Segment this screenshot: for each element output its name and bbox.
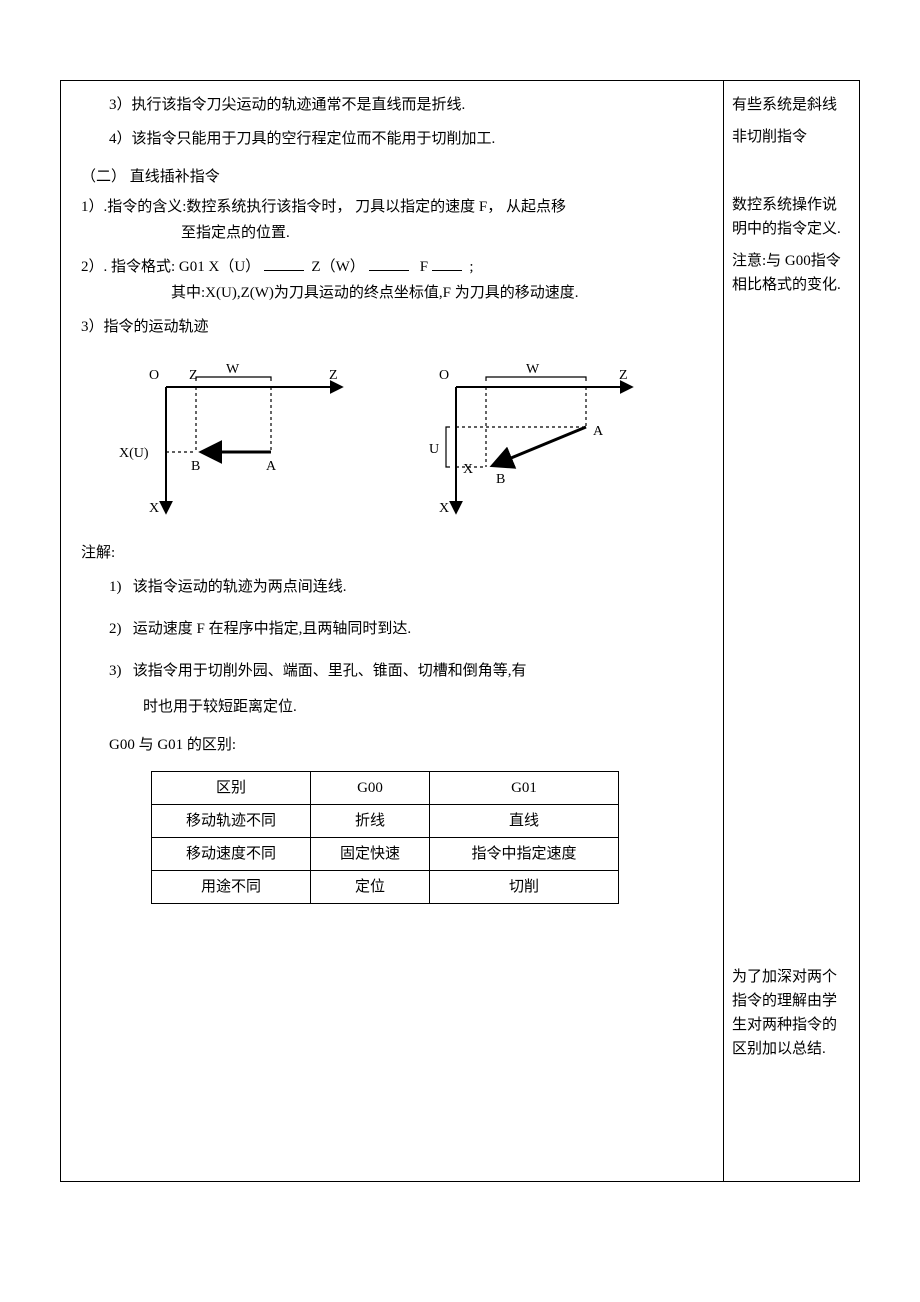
lbl-X: X [149,501,159,516]
section-2-title: （二） 直线插补指令 [81,165,707,189]
th-2: G01 [430,772,619,805]
annot-1-text: 该指令运动的轨迹为两点间连线. [133,579,347,595]
blank-1 [264,255,304,271]
side-gap [732,157,851,193]
annotation-header: 注解: [81,541,707,565]
lbl-O: O [149,368,159,383]
num-1: 1) [109,579,122,595]
annot-3b: 时也用于较短距离定位. [109,695,707,719]
cell: 指令中指定速度 [430,838,619,871]
s2-2-desc: 其中:X(U),Z(W)为刀具运动的终点坐标值,F 为刀具的移动速度. [81,281,707,305]
cell: 固定快速 [311,838,430,871]
lbl-W-r: W [526,362,540,377]
comparison-table: 区别 G00 G01 移动轨迹不同 折线 直线 移动速度不同 固定快速 指令中指… [151,771,619,904]
annot-2: 2) 运动速度 F 在程序中指定,且两轴同时到达. [109,617,707,641]
lbl-XU: X(U) [119,446,149,461]
table-row: 区别 G00 G01 [152,772,619,805]
cell: 折线 [311,805,430,838]
diagrams-row: O Z W Z X(U) B A X [111,357,707,527]
s2-1-line1: 1）.指令的含义:数控系统执行该指令时， 刀具以指定的速度 F， 从起点移 [81,195,707,219]
annotation-list: 1) 该指令运动的轨迹为两点间连线. 2) 运动速度 F 在程序中指定,且两轴同… [81,575,707,719]
annot-3: 3) 该指令用于切削外园、端面、里孔、锥面、切槽和倒角等,有 时也用于较短距离定… [109,659,707,719]
num-2: 2) [109,621,122,637]
point-4: 4）该指令只能用于刀具的空行程定位而不能用于切削加工. [81,127,707,151]
th-1: G00 [311,772,430,805]
point-3: 3）执行该指令刀尖运动的轨迹通常不是直线而是折线. [81,93,707,117]
side-note-1: 有些系统是斜线 [732,93,851,117]
table-row: 移动速度不同 固定快速 指令中指定速度 [152,838,619,871]
table-row: 移动轨迹不同 折线 直线 [152,805,619,838]
lbl-X1-r: X [463,462,473,477]
side-note-3: 数控系统操作说明中的指令定义. [732,193,851,241]
cell: 移动轨迹不同 [152,805,311,838]
fmt-mid1: Z（W） [311,259,364,275]
annot-1: 1) 该指令运动的轨迹为两点间连线. [109,575,707,599]
diagram-left: O Z W Z X(U) B A X [111,357,361,527]
lbl-Z-r: Z [619,368,628,383]
num-3: 3) [109,663,122,679]
annot-2-text: 运动速度 F 在程序中指定,且两轴同时到达. [133,621,411,637]
lbl-B: B [191,459,200,474]
lbl-Z1: Z [189,368,198,383]
s2-2-format: 2）. 指令格式: G01 X（U） Z（W） F ; [81,255,707,279]
s2-1-line2: 至指定点的位置. [81,221,707,245]
side-gap [732,305,851,965]
diagram-right: O W Z U A B X X [401,357,651,527]
document-frame: 3）执行该指令刀尖运动的轨迹通常不是直线而是折线. 4）该指令只能用于刀具的空行… [60,80,860,1182]
main-column: 3）执行该指令刀尖运动的轨迹通常不是直线而是折线. 4）该指令只能用于刀具的空行… [61,81,724,1181]
blank-3 [432,255,462,271]
side-column: 有些系统是斜线 非切削指令 数控系统操作说明中的指令定义. 注意:与 G00指令… [724,81,859,1181]
cell: 定位 [311,871,430,904]
lbl-B-r: B [496,472,505,487]
lbl-A: A [266,459,277,474]
lbl-U-r: U [429,442,439,457]
cell: 切削 [430,871,619,904]
lbl-O-r: O [439,368,449,383]
diff-title: G00 与 G01 的区别: [109,733,707,757]
cell: 移动速度不同 [152,838,311,871]
s2-3: 3）指令的运动轨迹 [81,315,707,339]
th-0: 区别 [152,772,311,805]
side-note-5: 为了加深对两个指令的理解由学生对两种指令的区别加以总结. [732,965,851,1061]
cell: 用途不同 [152,871,311,904]
cell: 直线 [430,805,619,838]
side-note-4: 注意:与 G00指令相比格式的变化. [732,249,851,297]
fmt-prefix: 2）. 指令格式: G01 X（U） [81,259,260,275]
table-row: 用途不同 定位 切削 [152,871,619,904]
lbl-Z2: Z [329,368,338,383]
fmt-end: ; [469,259,473,275]
blank-2 [369,255,409,271]
lbl-W: W [226,362,240,377]
annot-3-text: 该指令用于切削外园、端面、里孔、锥面、切槽和倒角等,有 [133,663,527,679]
fmt-mid2: F [420,259,428,275]
lbl-X2-r: X [439,501,449,516]
side-note-2: 非切削指令 [732,125,851,149]
lbl-A-r: A [593,424,604,439]
